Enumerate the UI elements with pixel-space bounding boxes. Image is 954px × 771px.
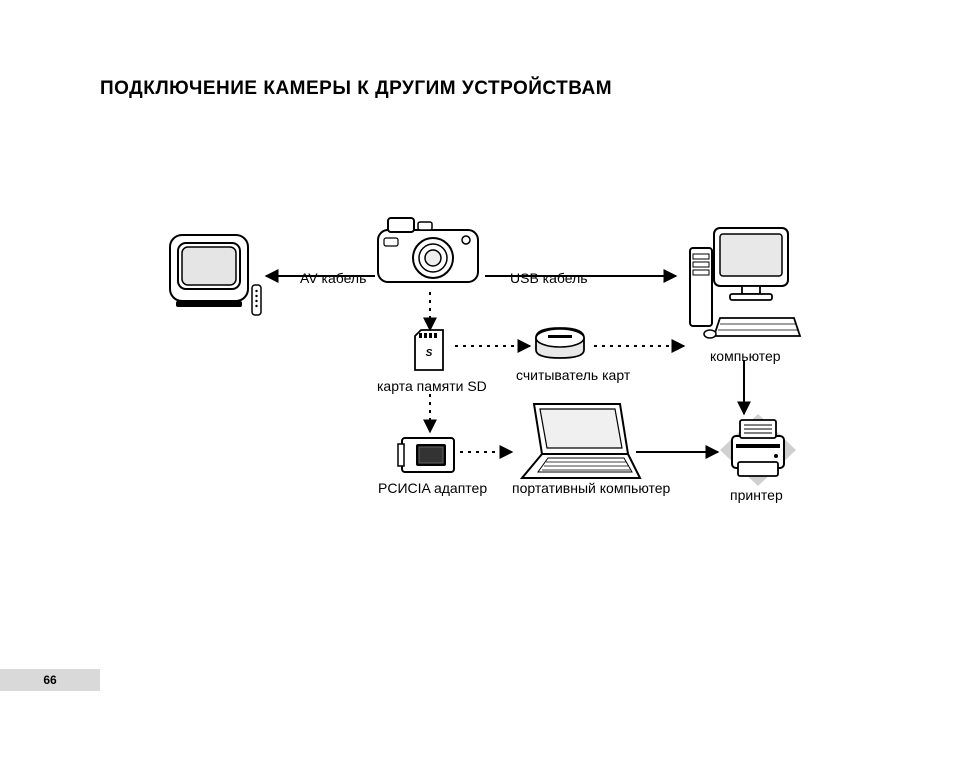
diagram-canvas: S bbox=[0, 0, 954, 771]
laptop-icon bbox=[522, 404, 640, 478]
card-reader-icon bbox=[536, 328, 584, 358]
pc-icon bbox=[690, 228, 800, 338]
edges-group bbox=[266, 276, 744, 452]
pcmcia-icon bbox=[398, 438, 454, 472]
printer-icon bbox=[720, 414, 796, 486]
camera-icon bbox=[378, 218, 478, 282]
sd-card-icon: S bbox=[415, 330, 443, 370]
svg-text:S: S bbox=[426, 348, 433, 359]
tv-icon bbox=[170, 235, 261, 315]
